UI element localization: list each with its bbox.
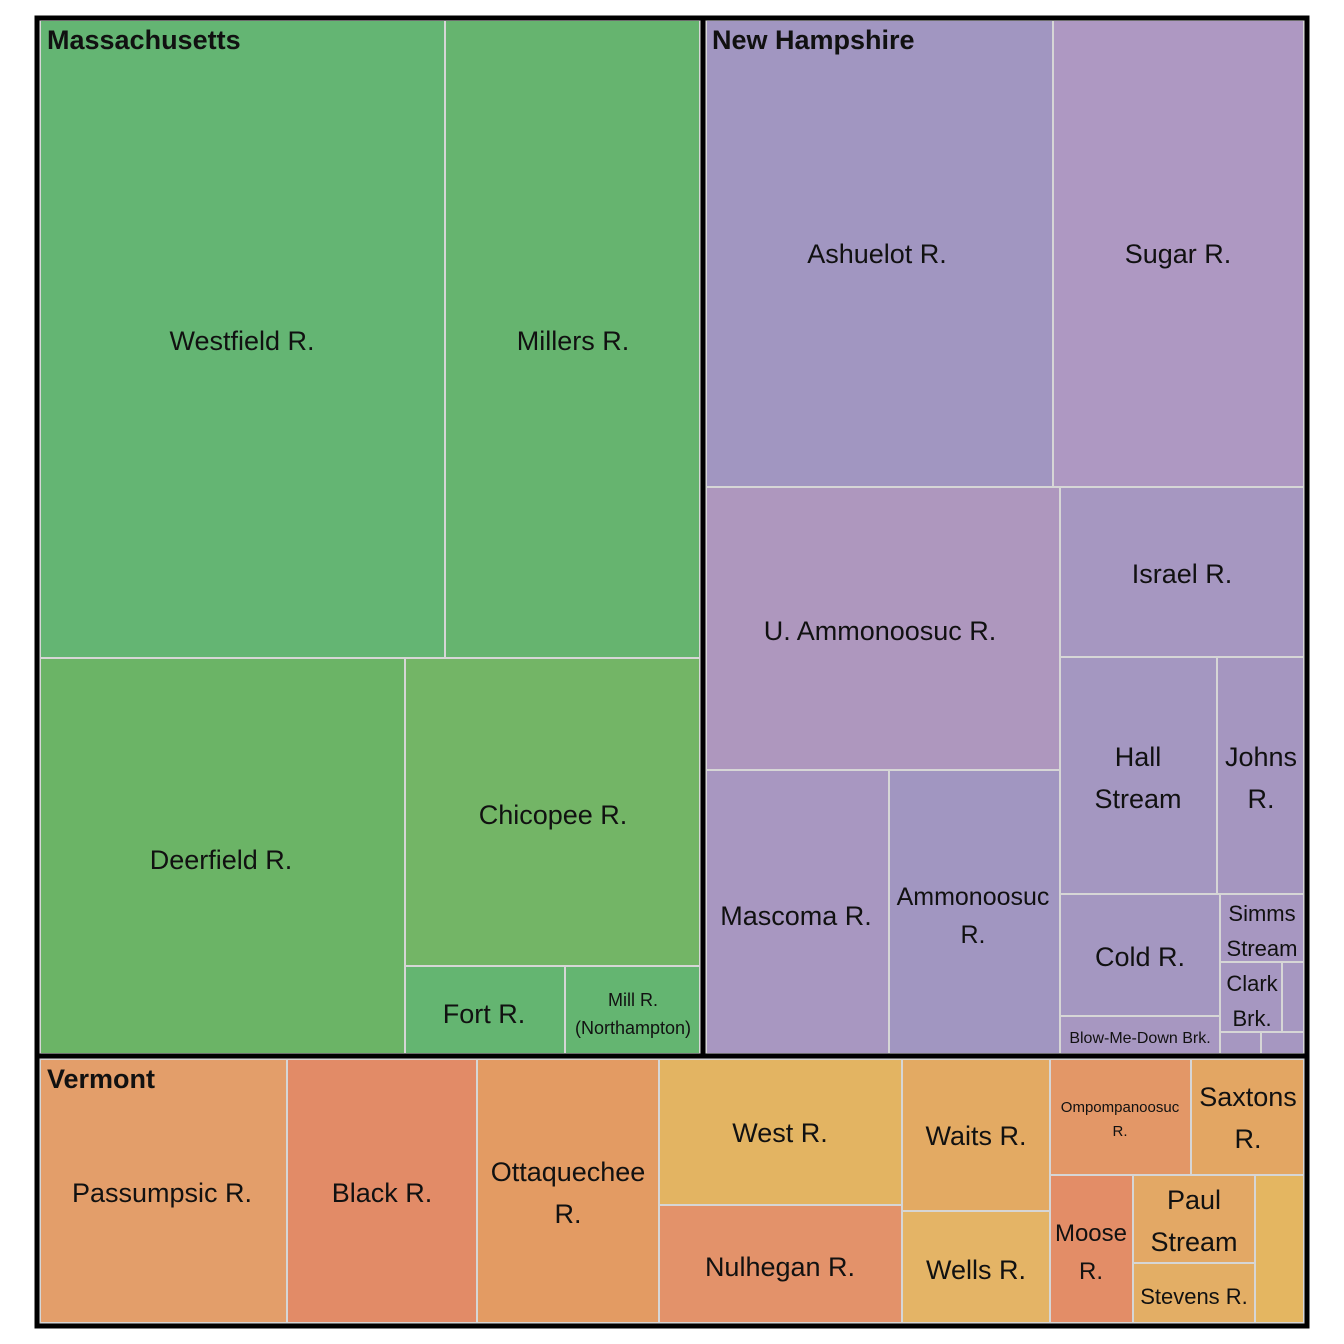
cell-label-mascoma-r: Mascoma R.	[720, 901, 872, 931]
treemap-cell-moose-r	[1049, 1174, 1134, 1324]
treemap-cell-millers-r	[444, 19, 701, 659]
treemap-cell-unlabeled-1-13	[1219, 1031, 1262, 1055]
treemap-cell-black-r	[286, 1058, 478, 1324]
treemap-cell-sugar-r	[1052, 19, 1305, 488]
treemap-cell-simms-stream	[1219, 893, 1305, 963]
cell-label-johns-r: Johns R.	[1225, 742, 1297, 814]
treemap-cell-saxtons-r	[1190, 1058, 1305, 1176]
treemap-cell-ottaquechee-r	[476, 1058, 660, 1324]
cell-label-paul-stream: Paul Stream	[1150, 1185, 1237, 1257]
treemap-cell-westfield-r	[39, 19, 446, 659]
cell-label-clark-brk: Clark Brk.	[1226, 971, 1278, 1031]
cell-label-u-ammonoosuc-r: U. Ammonoosuc R.	[764, 616, 997, 646]
cell-label-deerfield-r: Deerfield R.	[150, 845, 293, 875]
cell-label-passumpsic-r: Passumpsic R.	[72, 1178, 252, 1208]
treemap-cell-passumpsic-r	[39, 1058, 288, 1324]
treemap-cell-stevens-r	[1132, 1262, 1256, 1324]
treemap-cell-nulhegan-r	[658, 1204, 903, 1324]
cell-label-blow-me-down-brk: Blow-Me-Down Brk.	[1069, 1030, 1210, 1047]
treemap-cell-u-ammonoosuc-r	[705, 486, 1061, 771]
cell-label-simms-stream: Simms Stream	[1227, 901, 1298, 961]
cell-label-nulhegan-r: Nulhegan R.	[705, 1252, 855, 1282]
cell-label-west-r: West R.	[732, 1118, 828, 1148]
cell-label-fort-r: Fort R.	[443, 999, 526, 1029]
treemap-cell-ashuelot-r	[705, 19, 1054, 488]
treemap-cell-mascoma-r	[705, 769, 890, 1055]
treemap-cell-paul-stream	[1132, 1174, 1256, 1264]
group-label-new-hampshire: New Hampshire	[712, 25, 915, 55]
cell-label-ottaquechee-r: Ottaquechee R.	[491, 1157, 646, 1229]
cell-label-stevens-r: Stevens R.	[1140, 1284, 1248, 1309]
treemap-cell-wells-r	[901, 1210, 1051, 1324]
treemap-cell-hall-stream	[1059, 656, 1218, 895]
cell-label-millers-r: Millers R.	[517, 326, 630, 356]
cell-label-waits-r: Waits R.	[926, 1121, 1027, 1151]
cell-label-westfield-r: Westfield R.	[169, 326, 314, 356]
group-label-vermont: Vermont	[47, 1064, 155, 1094]
treemap-cell-chicopee-r	[404, 657, 701, 967]
treemap-cell-blow-me-down-brk	[1059, 1015, 1221, 1055]
cell-label-wells-r: Wells R.	[926, 1255, 1026, 1285]
cell-label-saxtons-r: Saxtons R.	[1199, 1082, 1297, 1154]
treemap-cell-unlabeled-1-12	[1281, 961, 1305, 1033]
group-frame-vermont	[34, 1053, 1310, 1329]
treemap-cell-johns-r	[1216, 656, 1305, 895]
treemap-cell-ompompanoosuc-r	[1049, 1058, 1192, 1176]
treemap-cell-waits-r	[901, 1058, 1051, 1212]
treemap-cell-mill-r-northampton	[564, 965, 701, 1055]
cell-label-mill-r-northampton: Mill R. (Northampton)	[575, 990, 691, 1038]
cell-label-ashuelot-r: Ashuelot R.	[807, 239, 947, 269]
cell-label-hall-stream: Hall Stream	[1094, 742, 1181, 814]
cell-label-moose-r: Moose R.	[1055, 1220, 1127, 1285]
cell-label-cold-r: Cold R.	[1095, 942, 1185, 972]
group-label-massachusetts: Massachusetts	[47, 25, 241, 55]
cell-label-ammonoosuc-r: Ammonoosuc R.	[897, 883, 1050, 949]
cell-label-israel-r: Israel R.	[1132, 559, 1233, 589]
cell-label-chicopee-r: Chicopee R.	[479, 800, 628, 830]
treemap-cell-west-r	[658, 1058, 903, 1206]
cell-label-ompompanoosuc-r: Ompompanoosuc R.	[1061, 1099, 1180, 1140]
treemap-cell-deerfield-r	[39, 657, 406, 1055]
cell-label-black-r: Black R.	[332, 1178, 433, 1208]
treemap-cell-unlabeled-2-12	[1254, 1174, 1305, 1324]
treemap-cell-ammonoosuc-r	[888, 769, 1061, 1055]
cell-label-sugar-r: Sugar R.	[1125, 239, 1232, 269]
treemap-cell-unlabeled-1-14	[1260, 1031, 1305, 1055]
